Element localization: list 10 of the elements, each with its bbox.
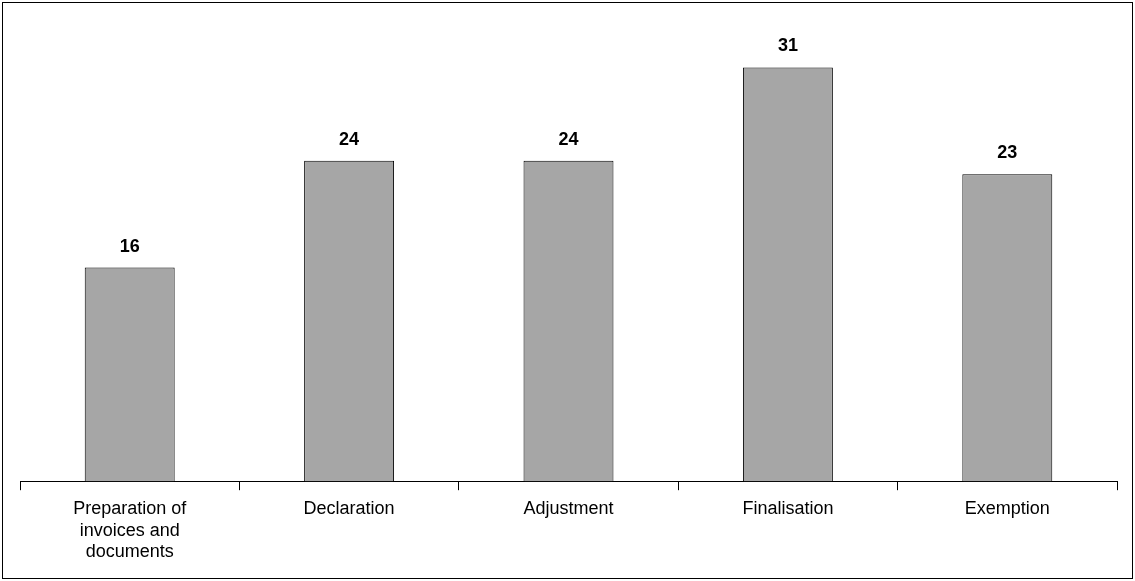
x-tick-label: Adjustment (523, 497, 614, 518)
data-label: 16 (119, 235, 140, 256)
data-label: 24 (558, 128, 579, 149)
x-tick-label: Exemption (964, 497, 1050, 518)
data-label: 31 (777, 35, 798, 56)
x-tick-label: Preparation of invoices and documents (73, 497, 188, 562)
x-tick-label: Declaration (303, 497, 395, 518)
x-tick-label: Finalisation (742, 497, 834, 518)
data-label: 23 (997, 142, 1018, 163)
data-label: 24 (339, 128, 360, 149)
